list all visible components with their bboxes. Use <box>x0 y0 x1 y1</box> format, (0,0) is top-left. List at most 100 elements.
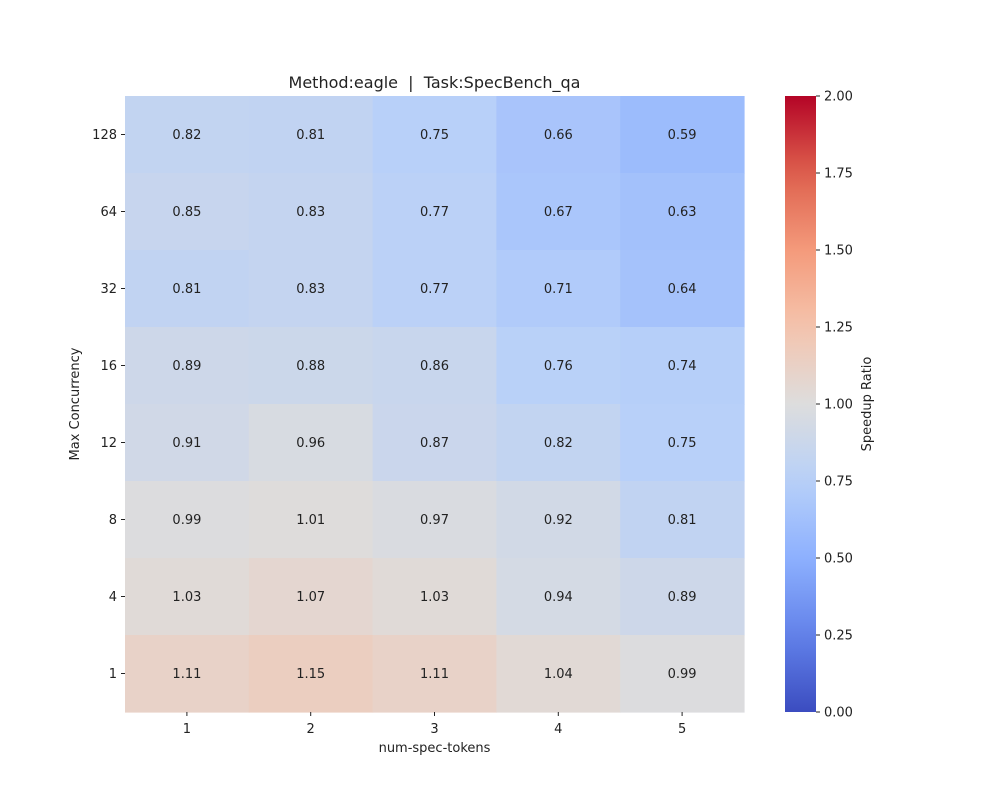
cell-value-label: 1.03 <box>172 590 201 605</box>
heatmap-cell <box>496 481 621 559</box>
heatmap-cell <box>125 250 250 328</box>
y-tick-label: 64 <box>100 205 117 220</box>
heatmap-cells <box>125 96 745 713</box>
heatmap-cell <box>620 250 745 328</box>
heatmap-cell <box>125 96 250 174</box>
cell-value-label: 0.99 <box>172 513 201 528</box>
heatmap-cell <box>248 481 374 559</box>
cell-value-label: 1.07 <box>296 590 325 605</box>
cell-value-label: 0.81 <box>172 282 201 297</box>
cell-value-label: 0.63 <box>668 205 697 220</box>
colorbar-tick-label: 0.25 <box>824 629 853 644</box>
cell-value-label: 0.94 <box>544 590 573 605</box>
cell-value-label: 1.03 <box>420 590 449 605</box>
cell-value-label: 0.87 <box>420 436 449 451</box>
cell-value-label: 0.64 <box>668 282 697 297</box>
y-tick-label: 8 <box>109 513 117 528</box>
cell-value-label: 0.76 <box>544 359 573 374</box>
heatmap-cell <box>125 173 250 251</box>
cell-value-label: 0.83 <box>296 282 325 297</box>
cell-value-label: 0.66 <box>544 128 573 143</box>
colorbar <box>785 96 816 712</box>
x-tick-label: 2 <box>307 722 315 737</box>
x-tick-label: 5 <box>678 722 686 737</box>
y-tick-label: 32 <box>100 282 117 297</box>
cell-value-label: 1.15 <box>296 667 325 682</box>
heatmap-cell <box>248 173 374 251</box>
heatmap-cell-labels: 0.82 0.81 0.75 0.66 0.59 0.85 0.83 0.77 0.67 0.63… <box>172 128 696 682</box>
cell-value-label: 0.81 <box>296 128 325 143</box>
y-tick-label: 16 <box>100 359 117 374</box>
x-axis-label: num-spec-tokens <box>379 741 491 756</box>
heatmap-cell <box>620 96 745 174</box>
cell-value-label: 0.92 <box>544 513 573 528</box>
cell-value-label: 0.85 <box>172 205 201 220</box>
heatmap-cell <box>372 327 497 405</box>
heatmap-cell <box>248 96 374 174</box>
heatmap-cell <box>620 404 745 482</box>
heatmap-cell <box>125 327 250 405</box>
heatmap-cell <box>372 173 497 251</box>
cell-value-label: 0.97 <box>420 513 449 528</box>
heatmap-cell <box>248 558 374 636</box>
cell-value-label: 0.82 <box>172 128 201 143</box>
heatmap-cell <box>620 327 745 405</box>
heatmap-cell <box>620 481 745 559</box>
cell-value-label: 0.59 <box>668 128 697 143</box>
heatmap-cell <box>125 635 250 713</box>
colorbar-tick-label: 2.00 <box>824 90 853 105</box>
cell-value-label: 0.82 <box>544 436 573 451</box>
cell-value-label: 0.96 <box>296 436 325 451</box>
y-tick-label: 4 <box>109 590 117 605</box>
colorbar-tick-label: 1.25 <box>824 321 853 336</box>
cell-value-label: 0.67 <box>544 205 573 220</box>
y-axis-label: Max Concurrency <box>68 347 83 460</box>
heatmap-cell <box>496 558 621 636</box>
colorbar-tick-label: 1.50 <box>824 244 853 259</box>
heatmap-cell <box>372 250 497 328</box>
heatmap-cell <box>125 558 250 636</box>
heatmap-cell <box>125 404 250 482</box>
cell-value-label: 1.04 <box>544 667 573 682</box>
cell-value-label: 0.86 <box>420 359 449 374</box>
cell-value-label: 0.91 <box>172 436 201 451</box>
cell-value-label: 1.11 <box>420 667 449 682</box>
heatmap-cell <box>496 96 621 174</box>
heatmap-cell <box>372 635 497 713</box>
cell-value-label: 1.01 <box>296 513 325 528</box>
heatmap-cell <box>496 635 621 713</box>
cell-value-label: 0.71 <box>544 282 573 297</box>
colorbar-tick-label: 1.75 <box>824 167 853 182</box>
heatmap-cell <box>372 96 497 174</box>
heatmap-cell <box>372 558 497 636</box>
heatmap-cell <box>496 404 621 482</box>
x-tick-label: 3 <box>430 722 438 737</box>
colorbar-tick-label: 0.50 <box>824 552 853 567</box>
heatmap-cell <box>620 173 745 251</box>
chart-title: Method:eagle | Task:SpecBench_qa <box>289 73 581 93</box>
heatmap-cell <box>248 404 374 482</box>
y-tick-label: 128 <box>92 128 117 143</box>
heatmap-cell <box>248 250 374 328</box>
colorbar-tick-label: 0.75 <box>824 475 853 490</box>
cell-value-label: 0.83 <box>296 205 325 220</box>
cell-value-label: 0.75 <box>668 436 697 451</box>
colorbar-ticks: 0.00 0.25 0.50 0.75 1.00 1.25 1.50 1.75 2.00 <box>816 90 853 721</box>
colorbar-tick-label: 1.00 <box>824 398 853 413</box>
cell-value-label: 0.81 <box>668 513 697 528</box>
cell-value-label: 0.75 <box>420 128 449 143</box>
colorbar-label: Speedup Ratio <box>860 357 875 452</box>
heatmap-cell <box>248 327 374 405</box>
cell-value-label: 0.88 <box>296 359 325 374</box>
cell-value-label: 0.89 <box>172 359 201 374</box>
heatmap-cell <box>125 481 250 559</box>
cell-value-label: 0.89 <box>668 590 697 605</box>
x-tick-label: 1 <box>183 722 191 737</box>
heatmap-cell <box>620 635 745 713</box>
heatmap-cell <box>372 481 497 559</box>
cell-value-label: 1.11 <box>172 667 201 682</box>
y-tick-label: 1 <box>109 667 117 682</box>
heatmap-cell <box>372 404 497 482</box>
cell-value-label: 0.99 <box>668 667 697 682</box>
